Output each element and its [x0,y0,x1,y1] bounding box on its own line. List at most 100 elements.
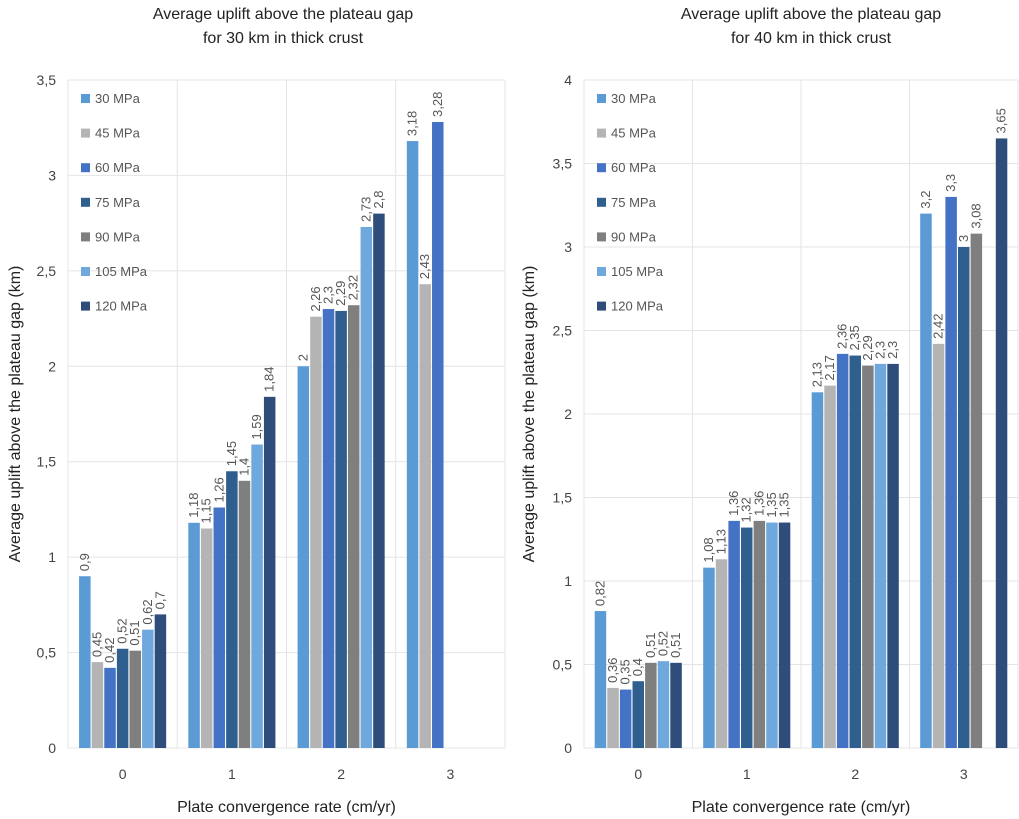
data-label: 2 [295,354,310,361]
legend-swatch [81,128,90,138]
legend-swatch [81,301,90,311]
legend-label: 75 MPa [611,195,657,210]
legend-label: 120 MPa [611,299,664,314]
y-tick-label: 3,5 [37,72,57,88]
x-axis-title: Plate convergence rate (cm/yr) [177,799,396,816]
data-label: 2,13 [809,362,824,387]
bar [811,392,824,748]
bar [645,662,657,748]
x-tick-label: 2 [851,766,859,782]
data-label: 0,9 [77,553,92,571]
bar [836,353,849,748]
bar [91,662,104,748]
legend-swatch [81,267,90,276]
bar [79,576,91,748]
x-tick-label: 0 [634,766,642,782]
data-label: 2,3 [885,341,900,359]
bar [347,305,360,748]
chart-2: Average uplift above the plateau gap for … [521,6,1019,816]
bar [297,366,310,748]
y-tick-label: 0 [48,740,56,756]
bar [373,213,385,749]
bar [741,527,753,748]
bar [116,648,129,748]
bar [753,520,766,748]
legend-label: 30 MPa [611,91,657,106]
legend-swatch [597,232,606,242]
data-label: 2,8 [371,191,386,209]
bar [419,284,431,748]
bar [129,650,141,748]
y-tick-label: 4 [564,72,572,88]
data-label: 3 [956,235,971,242]
bar [920,213,932,749]
legend-swatch [81,232,90,242]
bar [945,196,957,748]
legend-label: 75 MPa [95,195,141,210]
x-tick-label: 0 [119,766,127,782]
legend-label: 45 MPa [95,126,141,141]
legend-swatch [81,163,90,173]
data-label: 2,32 [346,275,361,300]
x-tick-label: 2 [337,766,345,782]
legend-swatch [597,197,606,207]
chart-subtitle: for 30 km in thick crust [203,30,364,47]
bar [310,316,322,748]
legend-label: 45 MPa [611,126,657,141]
bar [932,343,945,748]
bar [213,507,226,748]
bar [406,141,419,748]
data-label: 3,18 [405,111,420,136]
legend-label: 90 MPa [95,229,141,244]
data-label: 0,4 [630,658,645,676]
bar [824,385,836,748]
bar [360,226,373,748]
y-tick-label: 3,5 [553,156,573,172]
bar [632,681,644,748]
legend-label: 120 MPa [95,299,148,314]
data-label: 2,43 [417,254,432,279]
data-label: 1,36 [751,491,766,516]
bar [104,667,116,748]
bar [874,363,887,748]
y-tick-label: 3 [564,239,572,255]
legend-label: 90 MPa [611,229,657,244]
data-label: 3,65 [994,108,1009,133]
data-label: 3,08 [968,203,983,228]
y-tick-label: 1,5 [37,454,57,470]
x-tick-label: 1 [743,766,751,782]
bar [766,522,778,748]
chart-1: Average uplift above the plateau gap for … [7,6,506,816]
data-label: 2,3 [321,286,336,304]
bar [728,520,740,748]
bar [263,396,276,748]
x-tick-label: 3 [446,766,454,782]
data-label: 3,3 [943,174,958,192]
bar [432,121,444,748]
legend: 30 MPa 45 MPa 60 MPa 75 MPa 90 MPa 105 MPa 120… [81,91,148,314]
data-label: 0,82 [592,581,607,606]
data-label: 2,17 [822,355,837,380]
y-tick-label: 2,5 [37,263,57,279]
legend-label: 60 MPa [611,160,657,175]
data-label: 0,7 [152,591,167,609]
chart-title: Average uplift above the plateau gap [153,6,413,23]
y-tick-label: 1,5 [553,490,573,506]
y-tick-label: 0 [564,740,572,756]
legend-swatch [597,128,606,138]
bar [970,233,983,748]
data-label: 0,36 [605,658,620,683]
data-label: 1,15 [199,498,214,523]
data-label: 1,26 [211,477,226,502]
data-label: 2,73 [358,197,373,222]
data-label: 0,35 [618,659,633,684]
legend-swatch [597,163,606,173]
data-label: 1,59 [249,414,264,439]
legend: 30 MPa 45 MPa 60 MPa 75 MPa 90 MPa 105 MPa 120… [597,91,664,314]
data-label: 1,13 [714,529,729,554]
bar [226,471,238,748]
bar [778,522,791,748]
legend-label: 60 MPa [95,160,141,175]
bar [862,365,874,748]
data-label: 1,08 [701,537,716,562]
